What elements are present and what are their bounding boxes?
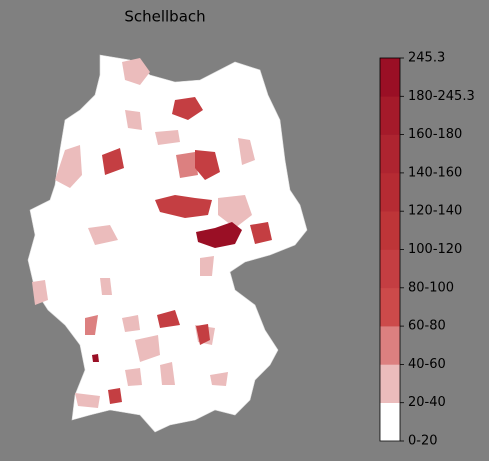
colorbar-segment <box>380 58 400 97</box>
region <box>102 148 124 175</box>
region <box>218 195 252 228</box>
colorbar-tick-label: 140-160 <box>408 165 462 180</box>
region <box>92 354 99 362</box>
region <box>157 310 180 328</box>
colorbar-segment <box>380 96 400 135</box>
colorbar: 245.3 180-245.3 160-180 140-160 120-140 100-1… <box>379 51 475 449</box>
region <box>122 58 150 85</box>
germany-map <box>27 54 308 433</box>
colorbar-segment <box>380 364 400 403</box>
region <box>32 280 48 305</box>
region <box>85 315 98 335</box>
darkest-regions <box>92 222 242 362</box>
region <box>135 335 160 362</box>
region <box>55 145 82 188</box>
region <box>75 393 100 408</box>
colorbar-segment <box>380 326 400 365</box>
region <box>100 278 112 295</box>
colorbar-tick-label: 60-80 <box>408 319 446 334</box>
region <box>196 324 210 345</box>
medium-regions <box>85 152 198 335</box>
region <box>250 222 272 244</box>
colorbar-tick-label: 0-20 <box>408 434 438 449</box>
colorbar-segment <box>380 134 400 174</box>
dark-regions <box>102 97 272 404</box>
colorbar-tick-label: 245.3 <box>408 51 445 66</box>
colorbar-tick-label: 80-100 <box>408 280 454 295</box>
region <box>172 97 203 120</box>
region <box>176 152 198 178</box>
colorbar-segment <box>380 249 400 289</box>
colorbar-tick-label: 160-180 <box>408 127 462 142</box>
region <box>125 110 142 130</box>
region <box>125 368 142 386</box>
colorbar-segment <box>380 211 400 250</box>
region <box>155 130 180 145</box>
light-regions <box>32 58 255 408</box>
region <box>238 138 255 165</box>
region <box>108 388 122 404</box>
region <box>200 256 214 276</box>
colorbar-tick-label: 100-120 <box>408 242 462 257</box>
map-title: Schellbach <box>124 8 205 26</box>
colorbar-tick-label: 40-60 <box>408 357 446 372</box>
region <box>155 195 212 218</box>
colorbar-tick-label: 20-40 <box>408 395 446 410</box>
region <box>88 225 118 245</box>
colorbar-tick-label: 120-140 <box>408 204 462 219</box>
colorbar-segment <box>380 287 400 327</box>
region <box>195 150 220 180</box>
colorbar-segment <box>380 172 400 212</box>
region <box>160 362 175 385</box>
region <box>122 315 140 332</box>
colorbar-tick-label: 180-245.3 <box>408 89 475 104</box>
region <box>196 222 242 248</box>
country-outline <box>27 54 308 433</box>
colorbar-segment <box>380 402 400 442</box>
region <box>210 372 228 386</box>
